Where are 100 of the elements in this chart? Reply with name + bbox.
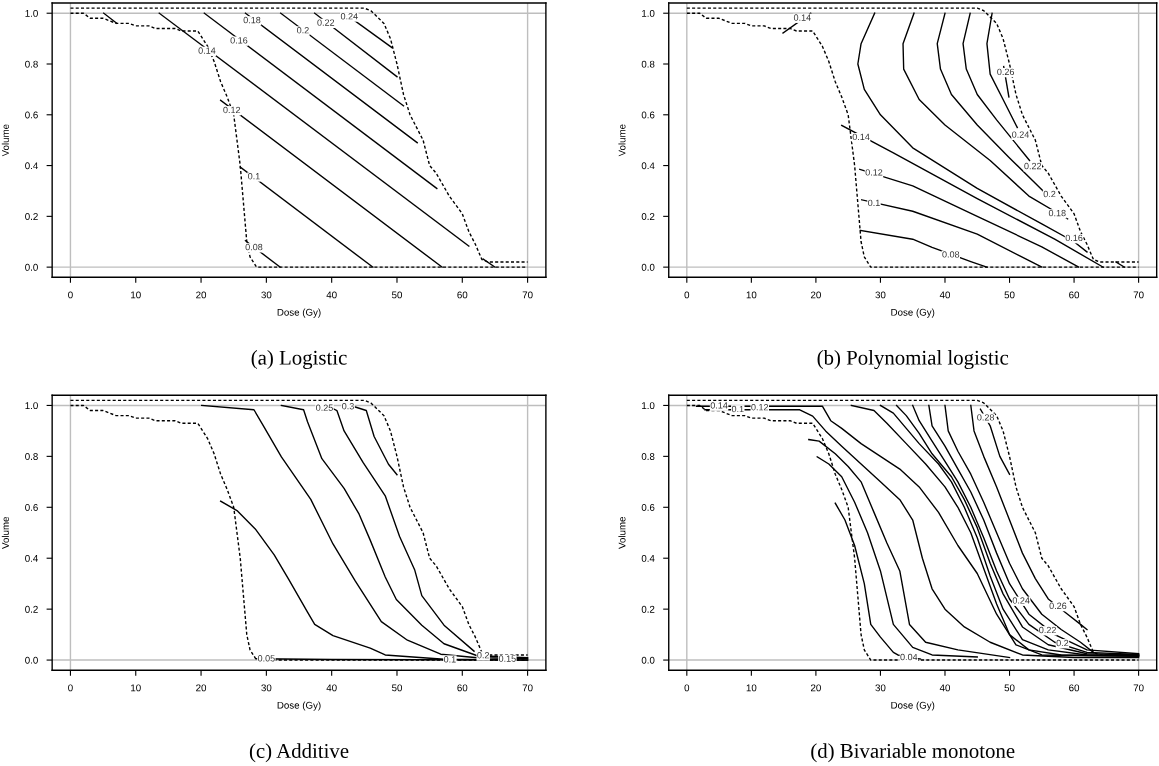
x-tick-label: 10	[131, 291, 141, 299]
annotation: 0.12	[751, 404, 769, 411]
annotation: 0.24	[1012, 131, 1030, 138]
y-tick-label: 0.8	[25, 60, 38, 68]
x-tick-label: 70	[1133, 684, 1144, 692]
y-axis-title: Volume	[618, 124, 626, 157]
annotation: 0.12	[865, 169, 883, 176]
annotation: 0.1	[868, 199, 880, 207]
text: (a) Logistic	[251, 350, 347, 370]
x-tick-label: 50	[1004, 291, 1015, 299]
x-tick-label: 30	[875, 684, 886, 692]
x-tick-label: 40	[939, 684, 951, 692]
x-tick-label: 50	[1004, 684, 1015, 692]
x-tick-label: 60	[457, 291, 468, 299]
annotation: 0.28	[977, 414, 995, 421]
x-tick-label: 10	[746, 291, 757, 299]
y-tick-label: 0.6	[25, 111, 38, 119]
x-tick-label: 50	[391, 291, 403, 299]
annotation: 0.2	[477, 652, 490, 659]
y-tick-label: 1.0	[642, 402, 655, 410]
x-axis-title: Dose (Gy)	[891, 308, 935, 318]
annotation: 0.08	[942, 251, 960, 258]
x-tick-label: 0	[684, 291, 690, 299]
x-tick-label: 10	[131, 684, 141, 692]
x-axis-title: Dose (Gy)	[891, 701, 935, 711]
annotation: 0.16	[230, 37, 248, 44]
x-tick-label: 70	[1133, 291, 1144, 299]
annotation: 0.04	[900, 653, 918, 661]
y-tick-label: 0.0	[25, 263, 38, 271]
annotation: 0.18	[243, 16, 261, 24]
x-tick-label: 70	[522, 291, 533, 299]
x-tick-label: 60	[457, 684, 468, 692]
y-tick-label: 0.2	[641, 605, 655, 613]
annotation: 0.25	[316, 404, 333, 411]
x-tick-label: 40	[939, 291, 951, 299]
annotation: 0.14	[852, 133, 870, 141]
x-tick-label: 20	[810, 684, 821, 692]
y-tick-label: 0.2	[641, 213, 655, 220]
x-tick-label: 30	[261, 684, 272, 692]
text: (d) Bivariable monotone	[811, 743, 1015, 763]
y-tick-label: 0.4	[641, 162, 655, 170]
annotation: 0.05	[257, 655, 275, 662]
annotation: 0.2	[297, 27, 309, 34]
x-tick-label: 10	[746, 684, 757, 692]
x-tick-label: 60	[1069, 291, 1080, 299]
x-tick-label: 50	[391, 684, 403, 692]
annotation: 0.2	[1056, 639, 1069, 647]
annotation: 0.1	[443, 656, 456, 663]
annotation: 0.14	[198, 47, 216, 54]
annotation: 0.22	[1024, 162, 1042, 170]
x-tick-label: 30	[261, 291, 272, 299]
annotation: 0.22	[1039, 626, 1056, 634]
y-tick-label: 0.2	[25, 213, 38, 220]
x-tick-label: 0	[68, 291, 73, 299]
annotation: 0.26	[997, 68, 1015, 76]
x-tick-label: 20	[196, 684, 207, 692]
annotation: 0.3	[342, 403, 354, 410]
annotation: 0.14	[793, 14, 811, 21]
x-tick-label: 30	[875, 291, 886, 299]
y-tick-label: 0.8	[25, 453, 38, 460]
y-tick-label: 1.0	[25, 9, 38, 17]
y-axis-title: Volume	[1, 516, 9, 549]
y-tick-label: 1.0	[642, 9, 655, 17]
text: (c) Additive	[249, 743, 349, 763]
annotation: 0.08	[245, 243, 263, 251]
x-tick-label: 20	[810, 291, 821, 299]
y-tick-label: 0.6	[641, 111, 655, 119]
y-tick-label: 0.6	[25, 504, 38, 511]
x-tick-label: 70	[522, 684, 533, 692]
text: (b) Polynomial logistic	[817, 350, 1009, 370]
annotation: 0.18	[1048, 209, 1066, 217]
x-tick-label: 20	[196, 291, 207, 299]
y-tick-label: 0.0	[25, 656, 38, 664]
annotation: 0.24	[1012, 597, 1030, 604]
y-tick-label: 0.4	[641, 554, 655, 562]
annotation: 0.12	[223, 106, 241, 114]
y-axis-title: Volume	[1, 124, 9, 157]
annotation: 0.22	[317, 19, 335, 26]
y-tick-label: 0.4	[25, 554, 38, 562]
x-tick-label: 0	[684, 684, 690, 692]
annotation: 0.14	[710, 402, 728, 409]
annotation: 0.16	[1065, 234, 1083, 242]
y-tick-label: 0.6	[641, 504, 655, 511]
x-tick-label: 0	[68, 684, 73, 692]
y-tick-label: 0.0	[641, 263, 655, 271]
x-tick-label: 40	[326, 684, 337, 692]
annotation: 0.1	[731, 405, 744, 413]
y-tick-label: 0.0	[641, 656, 655, 664]
y-tick-label: 0.4	[25, 162, 38, 170]
y-tick-label: 1.0	[25, 402, 38, 410]
x-axis-title: Dose (Gy)	[277, 308, 321, 318]
y-tick-label: 0.2	[25, 605, 38, 613]
annotation: 0.15	[498, 655, 516, 662]
annotation: 0.26	[1049, 602, 1067, 610]
y-tick-label: 0.8	[641, 60, 655, 68]
y-axis-title: Volume	[618, 516, 626, 549]
y-tick-label: 0.8	[641, 453, 655, 460]
x-tick-label: 60	[1069, 684, 1080, 692]
x-tick-label: 40	[326, 291, 337, 299]
x-axis-title: Dose (Gy)	[277, 701, 321, 711]
